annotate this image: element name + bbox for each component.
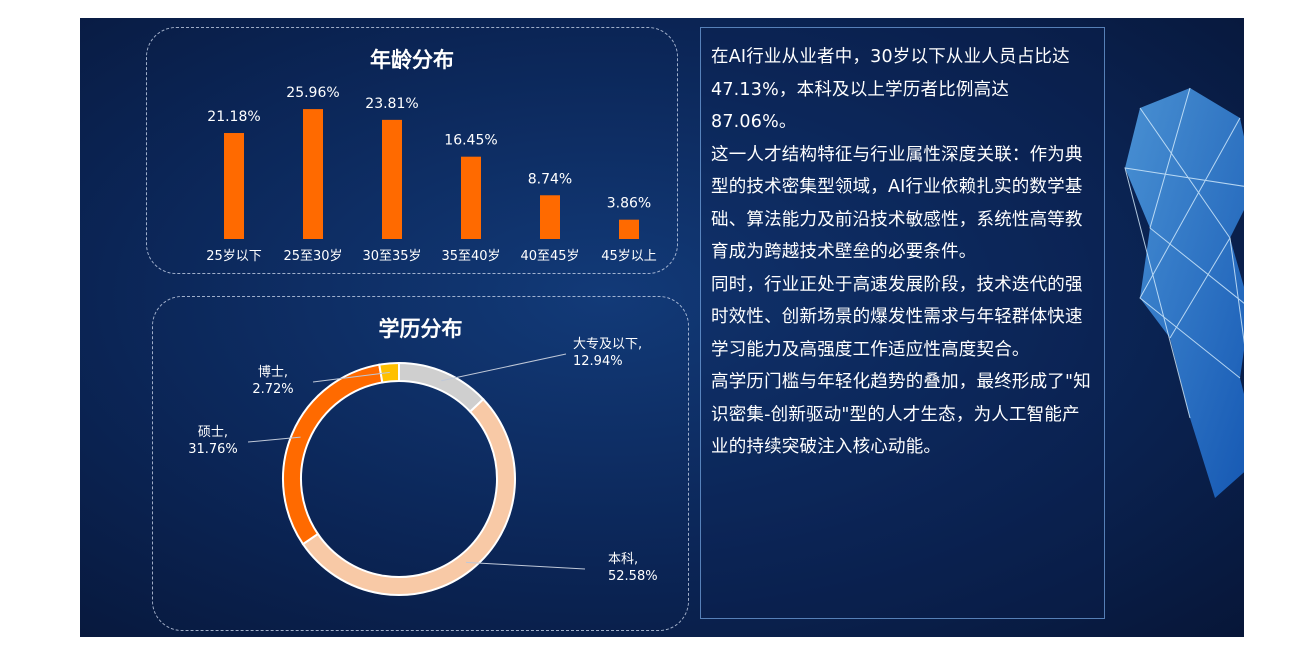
donut-slice-name-3: 博士, [258, 365, 288, 380]
bar-category-label-3: 35至40岁 [441, 249, 500, 264]
donut-leader-line-3 [312, 371, 390, 383]
donut-slice-value-2: 31.76% [188, 442, 238, 457]
education-distribution-panel: 学历分布 大专及以下, 12.94% 本科, 52.58% 硕士, 31.76% 博士, 2.… [152, 296, 689, 631]
donut-slice-value-1: 52.58% [608, 569, 658, 584]
tech-figure-image [1124, 87, 1244, 498]
education-donut-chart: 大专及以下, 12.94% 本科, 52.58% 硕士, 31.76% 博士, 2.72% [188, 337, 658, 596]
bar-0 [224, 133, 244, 239]
donut-leader-line-1 [465, 561, 586, 570]
donut-slice-value-3: 2.72% [252, 382, 293, 397]
bar-category-label-4: 40至45岁 [520, 249, 579, 264]
donut-slice-1 [301, 397, 516, 596]
paragraph-1: 在AI行业从业者中，30岁以下从业人员占比达47.13%，本科及以上学历者比例高… [711, 47, 1070, 132]
paragraph-3: 同时，行业正处于高速发展阶段，技术迭代的强时效性、创新场景的爆发性需求与年轻群体… [711, 274, 1083, 360]
donut-leader-line-0 [441, 353, 567, 382]
bar-5 [619, 219, 639, 239]
donut-slice-2 [282, 363, 384, 546]
bar-4 [540, 195, 560, 239]
bar-value-label-0: 21.18% [207, 109, 260, 125]
bar-3 [461, 156, 481, 239]
age-distribution-panel: 年龄分布 21.18% 25岁以下 25.96% 25至30岁 23.81% 30至35岁… [146, 27, 678, 274]
donut-slice-name-2: 硕士, [198, 425, 228, 440]
bar-value-label-5: 3.86% [607, 196, 651, 212]
age-bar-chart: 21.18% 25岁以下 25.96% 25至30岁 23.81% 30至35岁 16.45… [206, 85, 657, 264]
bar-2 [382, 119, 402, 239]
bar-value-label-4: 8.74% [528, 171, 572, 187]
donut-slice-name-1: 本科, [608, 552, 638, 567]
bar-category-label-0: 25岁以下 [206, 249, 262, 264]
bar-category-label-1: 25至30岁 [283, 249, 342, 264]
bar-value-label-2: 23.81% [365, 96, 418, 112]
bar-category-label-2: 30至35岁 [362, 249, 421, 264]
bar-value-label-1: 25.96% [286, 85, 339, 101]
slide: 年龄分布 21.18% 25岁以下 25.96% 25至30岁 23.81% 30至35岁… [80, 18, 1244, 637]
analysis-text-box: 在AI行业从业者中，30岁以下从业人员占比达47.13%，本科及以上学历者比例高… [700, 27, 1105, 619]
bar-1 [303, 109, 323, 240]
education-chart-title: 学历分布 [378, 317, 463, 341]
donut-leader-line-2 [247, 436, 301, 443]
paragraph-2: 这一人才结构特征与行业属性深度关联：作为典型的技术密集型领域，AI行业依赖扎实的… [711, 144, 1083, 263]
bar-value-label-3: 16.45% [444, 133, 497, 149]
bar-category-label-5: 45岁以上 [601, 249, 657, 264]
donut-slice-name-0: 大专及以下, [573, 337, 642, 352]
paragraph-4: 高学历门槛与年轻化趋势的叠加，最终形成了"知识密集-创新驱动"型的人才生态，为人… [711, 372, 1091, 457]
age-chart-title: 年龄分布 [370, 48, 454, 72]
donut-slice-0 [398, 361, 485, 414]
donut-slice-value-0: 12.94% [573, 354, 623, 369]
